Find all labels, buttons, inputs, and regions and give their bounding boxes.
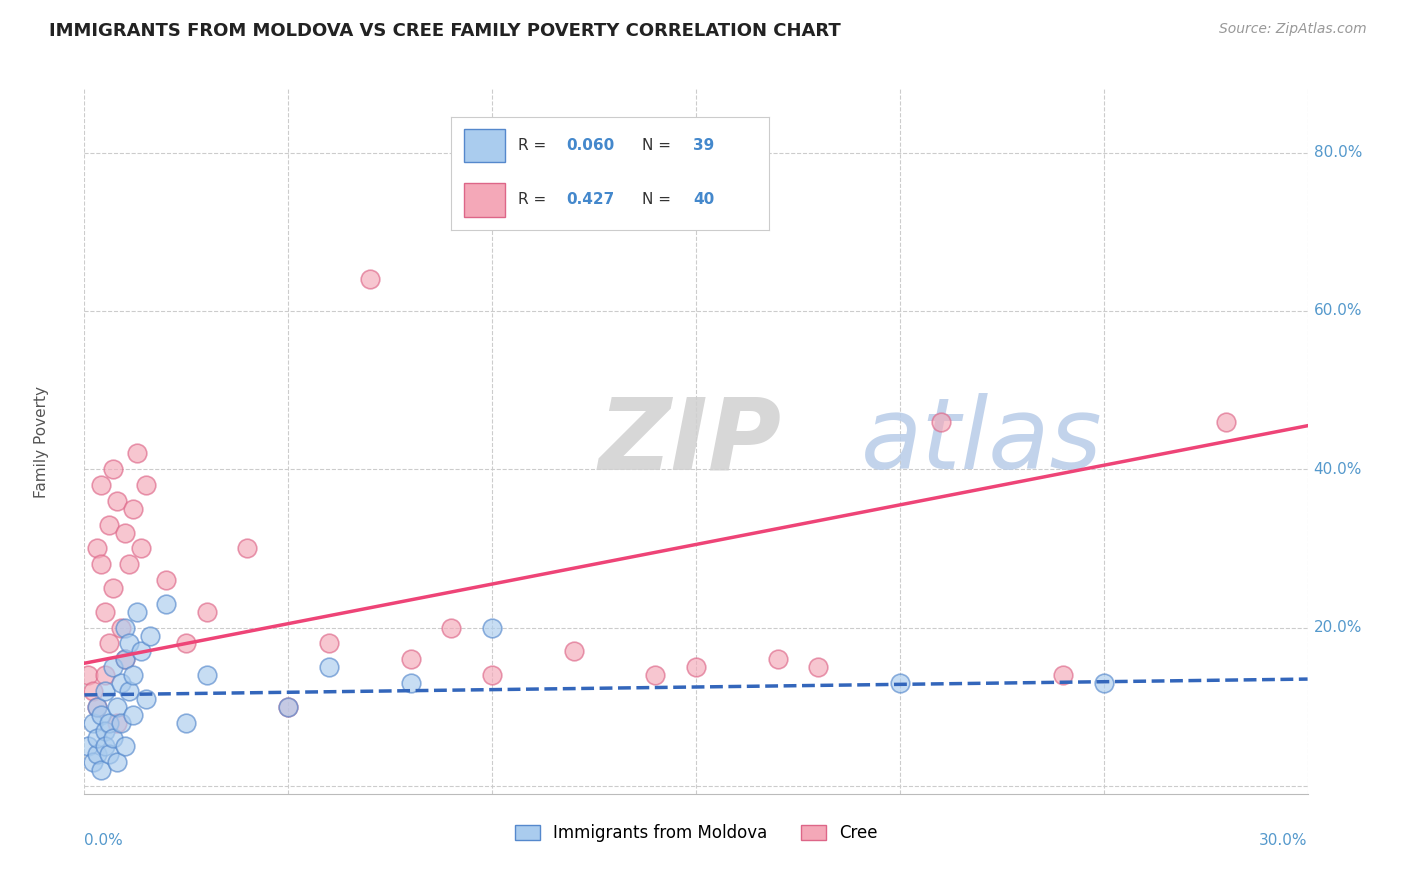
Point	[105, 755, 128, 769]
Text: 60.0%: 60.0%	[1313, 303, 1362, 318]
Text: 0.0%: 0.0%	[84, 832, 124, 847]
Point	[195, 605, 218, 619]
Point	[86, 699, 108, 714]
Point	[399, 652, 422, 666]
Point	[101, 581, 124, 595]
Text: 80.0%: 80.0%	[1313, 145, 1362, 160]
Point	[174, 636, 197, 650]
Point	[97, 747, 120, 762]
Point	[101, 731, 124, 746]
Point	[114, 525, 136, 540]
Point	[1092, 676, 1115, 690]
Text: 20.0%: 20.0%	[1313, 620, 1362, 635]
Point	[155, 597, 177, 611]
Point	[481, 621, 503, 635]
Point	[86, 747, 108, 762]
Point	[195, 668, 218, 682]
Point	[1052, 668, 1074, 682]
Point	[127, 605, 149, 619]
Point	[110, 715, 132, 730]
Point	[562, 644, 585, 658]
Point	[86, 699, 108, 714]
Point	[118, 636, 141, 650]
Point	[93, 605, 115, 619]
Point	[889, 676, 911, 690]
Point	[77, 739, 100, 754]
Point	[122, 668, 145, 682]
Point	[127, 446, 149, 460]
Point	[93, 684, 115, 698]
Point	[93, 739, 115, 754]
Point	[481, 668, 503, 682]
Point	[131, 644, 153, 658]
Point	[766, 652, 789, 666]
Point	[318, 636, 340, 650]
Text: atlas: atlas	[860, 393, 1102, 490]
Point	[131, 541, 153, 556]
Point	[118, 684, 141, 698]
Point	[90, 763, 112, 777]
Point	[114, 739, 136, 754]
Text: Source: ZipAtlas.com: Source: ZipAtlas.com	[1219, 22, 1367, 37]
Text: ZIP: ZIP	[598, 393, 782, 490]
Point	[82, 684, 104, 698]
Text: 30.0%: 30.0%	[1260, 832, 1308, 847]
Point	[118, 558, 141, 572]
Point	[90, 558, 112, 572]
Point	[135, 691, 157, 706]
Point	[122, 501, 145, 516]
Text: 40.0%: 40.0%	[1313, 462, 1362, 476]
Point	[82, 755, 104, 769]
Point	[114, 652, 136, 666]
Point	[82, 715, 104, 730]
Point	[105, 494, 128, 508]
Point	[90, 707, 112, 722]
Point	[399, 676, 422, 690]
Point	[155, 573, 177, 587]
Text: IMMIGRANTS FROM MOLDOVA VS CREE FAMILY POVERTY CORRELATION CHART: IMMIGRANTS FROM MOLDOVA VS CREE FAMILY P…	[49, 22, 841, 40]
Point	[114, 621, 136, 635]
Point	[138, 628, 160, 642]
Point	[122, 707, 145, 722]
Point	[110, 676, 132, 690]
Text: Family Poverty: Family Poverty	[34, 385, 49, 498]
Point	[105, 699, 128, 714]
Point	[644, 668, 666, 682]
Point	[97, 636, 120, 650]
Point	[277, 699, 299, 714]
Point	[807, 660, 830, 674]
Point	[101, 660, 124, 674]
Point	[318, 660, 340, 674]
Point	[86, 541, 108, 556]
Point	[110, 621, 132, 635]
Point	[86, 731, 108, 746]
Point	[174, 715, 197, 730]
Point	[97, 517, 120, 532]
Point	[1215, 415, 1237, 429]
Point	[97, 715, 120, 730]
Point	[277, 699, 299, 714]
Point	[236, 541, 259, 556]
Legend: Immigrants from Moldova, Cree: Immigrants from Moldova, Cree	[508, 818, 884, 849]
Point	[105, 715, 128, 730]
Point	[440, 621, 463, 635]
Point	[93, 668, 115, 682]
Point	[77, 668, 100, 682]
Point	[359, 272, 381, 286]
Point	[685, 660, 707, 674]
Point	[101, 462, 124, 476]
Point	[93, 723, 115, 738]
Point	[135, 478, 157, 492]
Point	[929, 415, 952, 429]
Point	[90, 478, 112, 492]
Point	[114, 652, 136, 666]
